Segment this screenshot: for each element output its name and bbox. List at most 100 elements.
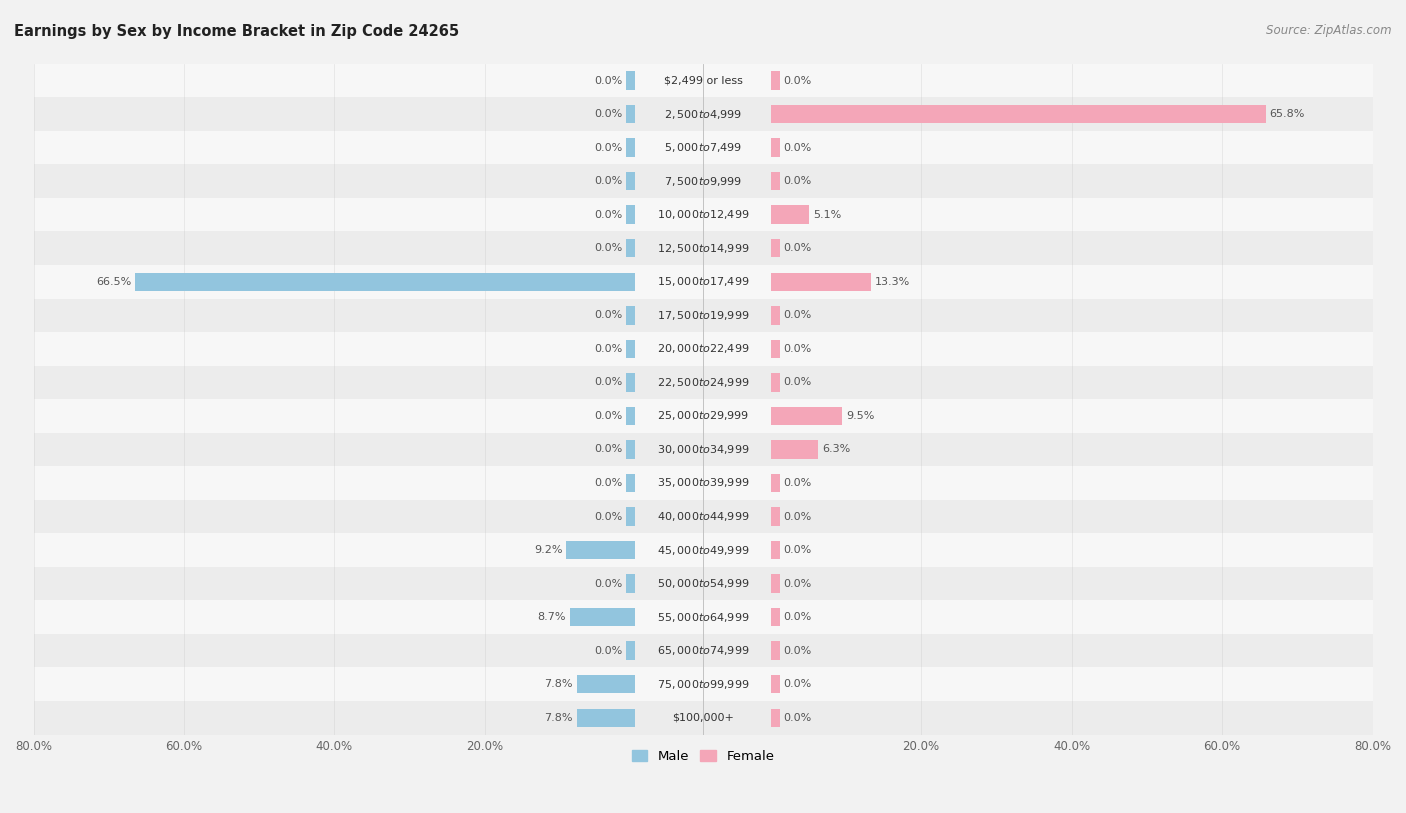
Bar [626,138,636,157]
Bar [770,239,780,258]
Bar [770,105,1265,124]
Bar [34,667,1372,701]
Text: 0.0%: 0.0% [595,344,623,354]
Bar [770,340,780,358]
Text: 0.0%: 0.0% [595,210,623,220]
Bar [626,373,636,392]
Text: 0.0%: 0.0% [595,311,623,320]
Text: $10,000 to $12,499: $10,000 to $12,499 [657,208,749,221]
Text: $2,499 or less: $2,499 or less [664,76,742,85]
Text: $65,000 to $74,999: $65,000 to $74,999 [657,644,749,657]
Bar [626,72,636,89]
Bar [626,340,636,358]
Bar [770,172,780,190]
Bar [34,366,1372,399]
Text: 0.0%: 0.0% [783,142,811,153]
Bar [34,232,1372,265]
Bar [34,533,1372,567]
Bar [770,272,870,291]
Bar [34,466,1372,500]
Text: 66.5%: 66.5% [96,276,131,287]
Text: 0.0%: 0.0% [595,411,623,421]
Bar [770,306,780,324]
Text: $22,500 to $24,999: $22,500 to $24,999 [657,376,749,389]
Text: 0.0%: 0.0% [783,545,811,555]
Bar [34,500,1372,533]
Text: 0.0%: 0.0% [595,109,623,119]
Bar [34,164,1372,198]
Bar [567,541,636,559]
Text: $17,500 to $19,999: $17,500 to $19,999 [657,309,749,322]
Bar [770,641,780,660]
Bar [626,474,636,492]
Bar [770,373,780,392]
Bar [626,105,636,124]
Text: 0.0%: 0.0% [783,176,811,186]
Bar [626,172,636,190]
Text: $12,500 to $14,999: $12,500 to $14,999 [657,241,749,254]
Bar [34,634,1372,667]
Text: 13.3%: 13.3% [875,276,910,287]
Bar [770,474,780,492]
Text: 0.0%: 0.0% [783,713,811,723]
Text: 0.0%: 0.0% [783,311,811,320]
Bar [770,675,780,693]
Text: 0.0%: 0.0% [595,377,623,387]
Text: 9.5%: 9.5% [846,411,875,421]
Bar [770,574,780,593]
Text: $2,500 to $4,999: $2,500 to $4,999 [664,107,742,120]
Bar [569,608,636,626]
Bar [34,131,1372,164]
Bar [34,265,1372,298]
Text: $20,000 to $22,499: $20,000 to $22,499 [657,342,749,355]
Text: 0.0%: 0.0% [595,76,623,85]
Bar [770,541,780,559]
Text: $7,500 to $9,999: $7,500 to $9,999 [664,175,742,188]
Bar [626,239,636,258]
Text: 0.0%: 0.0% [783,646,811,655]
Text: Earnings by Sex by Income Bracket in Zip Code 24265: Earnings by Sex by Income Bracket in Zip… [14,24,460,39]
Text: 0.0%: 0.0% [783,579,811,589]
Bar [626,206,636,224]
Bar [770,406,842,425]
Bar [626,641,636,660]
Text: 0.0%: 0.0% [595,243,623,253]
Bar [770,72,780,89]
Text: 0.0%: 0.0% [783,612,811,622]
Bar [34,701,1372,734]
Text: 7.8%: 7.8% [544,679,572,689]
Text: 0.0%: 0.0% [595,579,623,589]
Text: 0.0%: 0.0% [783,344,811,354]
Bar [135,272,636,291]
Text: $5,000 to $7,499: $5,000 to $7,499 [664,141,742,154]
Bar [626,574,636,593]
Bar [626,306,636,324]
Bar [34,399,1372,433]
Bar [34,332,1372,366]
Text: 0.0%: 0.0% [595,511,623,521]
Bar [626,507,636,526]
Text: $35,000 to $39,999: $35,000 to $39,999 [657,476,749,489]
Bar [626,406,636,425]
Bar [34,600,1372,634]
Bar [770,440,818,459]
Text: 0.0%: 0.0% [595,176,623,186]
Bar [626,440,636,459]
Text: 9.2%: 9.2% [534,545,562,555]
Text: $25,000 to $29,999: $25,000 to $29,999 [657,410,749,423]
Bar [576,708,636,727]
Text: 0.0%: 0.0% [595,646,623,655]
Text: 0.0%: 0.0% [783,243,811,253]
Bar [34,98,1372,131]
Text: 0.0%: 0.0% [595,142,623,153]
Bar [770,138,780,157]
Text: 0.0%: 0.0% [595,478,623,488]
Text: Source: ZipAtlas.com: Source: ZipAtlas.com [1267,24,1392,37]
Text: $45,000 to $49,999: $45,000 to $49,999 [657,544,749,557]
Bar [34,433,1372,466]
Text: 0.0%: 0.0% [783,377,811,387]
Bar [770,608,780,626]
Text: $30,000 to $34,999: $30,000 to $34,999 [657,443,749,456]
Text: $15,000 to $17,499: $15,000 to $17,499 [657,276,749,289]
Text: $55,000 to $64,999: $55,000 to $64,999 [657,611,749,624]
